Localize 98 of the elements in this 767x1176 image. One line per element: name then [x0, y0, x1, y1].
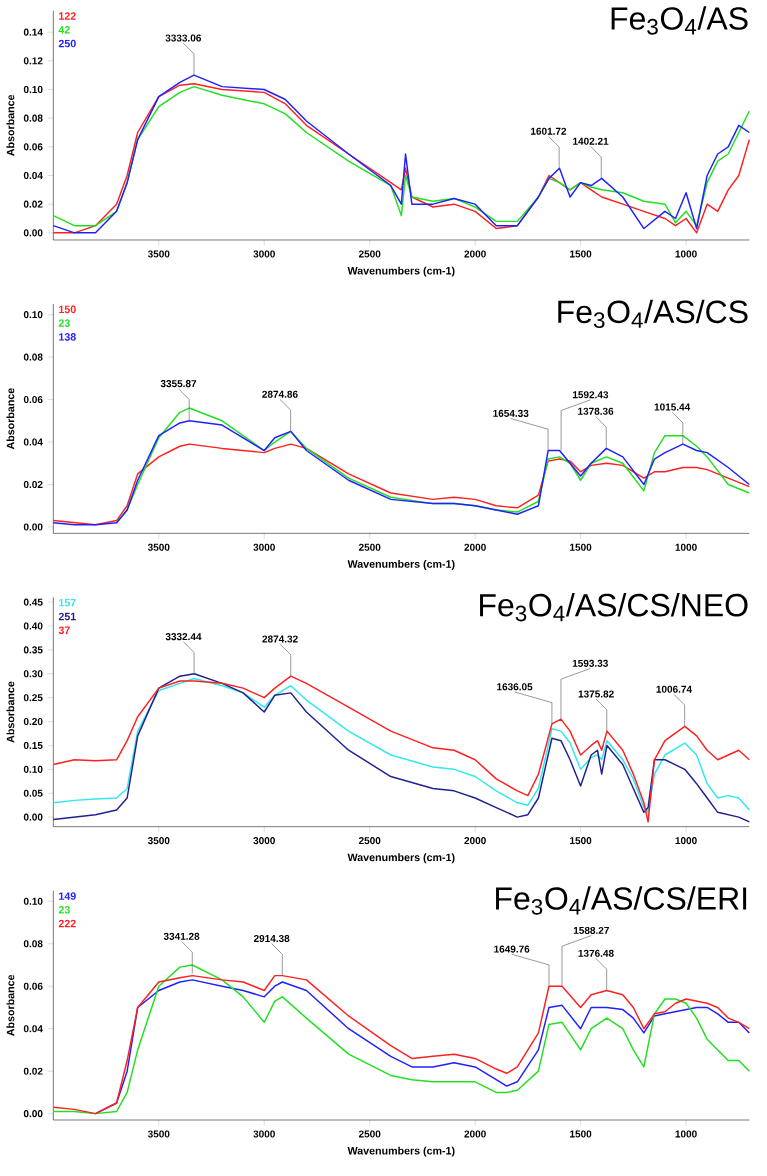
- y-tick-label: 0.00: [23, 229, 43, 237]
- x-axis-title: Wavenumbers (cm-1): [347, 853, 455, 864]
- x-tick-label: 3000: [253, 250, 275, 258]
- chart-title: Fe$_{3}$O$_{4}$/AS: [611, 6, 748, 35]
- annotation: 1375.82: [578, 690, 614, 698]
- y-tick-label: 0.02: [23, 200, 43, 208]
- y-axis-title: Absorbance: [6, 974, 15, 1036]
- y-tick-label: 0.10: [23, 897, 43, 905]
- x-tick-label: 1000: [675, 250, 697, 258]
- y-tick-label: 0.35: [23, 646, 43, 654]
- x-tick-label: 3000: [253, 543, 275, 551]
- x-tick-label: 1500: [570, 837, 592, 845]
- x-tick-label: 3500: [147, 837, 170, 845]
- annotation: 1015.44: [654, 403, 691, 411]
- y-tick-label: 0.25: [23, 694, 43, 702]
- annotation: 2914.38: [253, 934, 290, 942]
- text: 42: [58, 26, 70, 34]
- x-axis-title: Wavenumbers (cm-1): [347, 1146, 455, 1157]
- x-tick-label: 1000: [675, 543, 697, 551]
- y-tick-label: 0.00: [23, 813, 43, 821]
- y-axis-title: Absorbance: [6, 388, 15, 450]
- text: 23: [58, 319, 70, 327]
- annotation: 3341.28: [163, 932, 200, 940]
- annotation: 1006.74: [656, 685, 692, 693]
- y-tick-label: 0.14: [23, 28, 43, 36]
- text: 122: [59, 12, 76, 20]
- x-tick-label: 1500: [570, 250, 592, 258]
- text: 23: [58, 906, 70, 914]
- annotation: 1376.48: [578, 949, 614, 957]
- y-tick-label: 0.06: [23, 396, 43, 404]
- text: 150: [59, 305, 76, 314]
- x-tick-label: 1500: [570, 543, 592, 551]
- text: 37: [58, 626, 70, 635]
- x-tick-label: 3500: [147, 543, 170, 551]
- y-tick-label: 0.15: [23, 741, 43, 749]
- annotation: 3333.06: [165, 34, 202, 42]
- chart-title: Fe$_{3}$O$_{4}$/AS/CS/ERI: [496, 886, 747, 915]
- x-tick-label: 1000: [675, 837, 697, 845]
- annotation: 1601.72: [531, 127, 567, 135]
- annotation: 1636.05: [497, 683, 533, 691]
- y-tick-label: 0.04: [23, 438, 43, 446]
- y-axis-title: Absorbance: [6, 681, 15, 743]
- x-tick-label: 3500: [147, 250, 170, 258]
- text: 138: [59, 333, 76, 341]
- annotation: 1378.36: [578, 407, 614, 415]
- y-tick-label: 0.02: [23, 480, 43, 489]
- x-tick-label: 1500: [570, 1130, 592, 1138]
- x-tick-label: 2000: [464, 250, 486, 258]
- x-tick-label: 3000: [253, 837, 275, 845]
- text: 251: [58, 612, 76, 621]
- annotation: 1588.27: [573, 926, 609, 934]
- annotation: 1593.33: [572, 659, 608, 667]
- chart-title: Fe$_{3}$O$_{4}$/AS/CS/NEO: [480, 593, 748, 622]
- y-tick-label: 0.06: [23, 143, 43, 151]
- y-tick-label: 0.02: [23, 1067, 43, 1075]
- x-tick-label: 2000: [464, 543, 486, 551]
- y-tick-label: 0.08: [23, 940, 43, 948]
- y-tick-label: 0.10: [23, 85, 43, 94]
- annotation: 1402.21: [573, 137, 609, 145]
- x-axis-title: Wavenumbers (cm-1): [347, 266, 455, 277]
- y-tick-label: 0.04: [23, 171, 43, 180]
- annotation: 1592.43: [573, 391, 609, 399]
- x-tick-label: 2000: [464, 1130, 486, 1138]
- annotation: 3332.44: [165, 633, 202, 641]
- y-tick-label: 0.08: [23, 353, 43, 361]
- x-tick-label: 2500: [358, 250, 381, 258]
- y-tick-label: 0.30: [23, 670, 43, 678]
- x-tick-label: 3000: [253, 1130, 275, 1138]
- annotation: 3355.87: [160, 380, 197, 388]
- x-tick-label: 1000: [675, 1130, 697, 1138]
- y-tick-label: 0.00: [23, 1110, 43, 1118]
- annotation: 2874.32: [262, 635, 298, 643]
- x-axis-title: Wavenumbers (cm-1): [347, 559, 455, 570]
- chart-title: Fe$_{3}$O$_{4}$/AS/CS: [558, 299, 748, 329]
- y-tick-label: 0.20: [23, 718, 43, 726]
- text: 250: [58, 39, 76, 48]
- annotation: 2874.86: [262, 390, 298, 398]
- y-tick-label: 0.08: [23, 114, 43, 122]
- y-tick-label: 0.10: [23, 311, 43, 319]
- x-tick-label: 2000: [464, 837, 486, 845]
- y-tick-label: 0.10: [23, 765, 43, 773]
- annotation: 1649.76: [494, 945, 530, 953]
- annotation: 1654.33: [493, 409, 529, 417]
- y-tick-label: 0.06: [23, 982, 43, 990]
- y-axis-title: Absorbance: [6, 94, 15, 156]
- y-tick-label: 0.05: [23, 789, 43, 797]
- y-tick-label: 0.00: [23, 523, 43, 531]
- text: 149: [59, 892, 76, 900]
- x-tick-label: 2500: [358, 837, 381, 845]
- y-tick-label: 0.12: [23, 57, 43, 65]
- text: 222: [58, 919, 76, 928]
- x-tick-label: 2500: [358, 543, 381, 551]
- x-tick-label: 2500: [358, 1130, 381, 1138]
- x-tick-label: 3500: [147, 1130, 170, 1138]
- text: 157: [59, 598, 76, 607]
- y-tick-label: 0.04: [23, 1025, 43, 1033]
- y-tick-label: 0.40: [23, 622, 43, 630]
- y-tick-label: 0.45: [23, 598, 43, 606]
